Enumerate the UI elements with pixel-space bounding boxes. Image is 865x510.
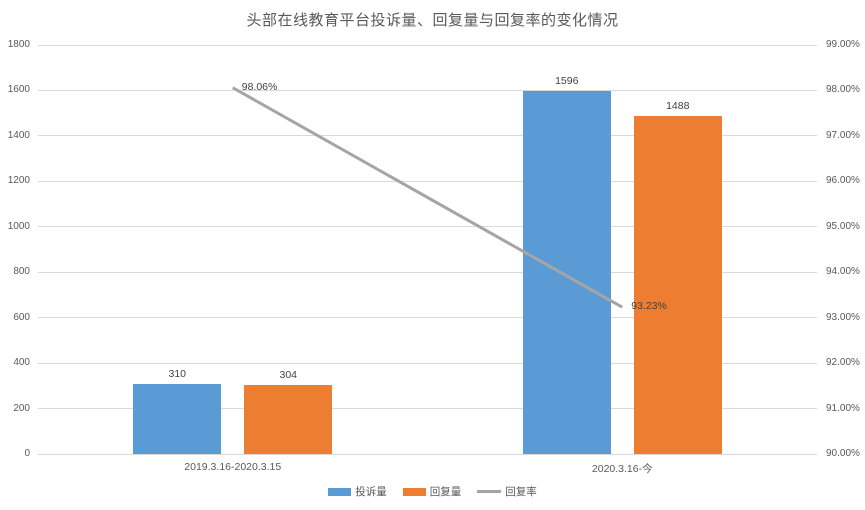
y-axis-tick-left: 200: [13, 402, 30, 414]
gridline: [38, 408, 817, 410]
y-axis-tick-right: 94.00%: [826, 266, 860, 278]
y-axis-tick-left: 600: [13, 311, 30, 323]
y-axis-tick-left: 0: [24, 448, 30, 459]
legend-color-swatch: [328, 487, 352, 496]
gridline: [38, 44, 817, 46]
bar-value-label: 1488: [666, 99, 690, 112]
bar-complaints: [133, 383, 222, 454]
bar-replies: [633, 115, 722, 454]
chart-title: 头部在线教育平台投诉量、回复量与回复率的变化情况: [246, 12, 619, 29]
line-point-label: 93.23%: [631, 300, 667, 313]
y-axis-tick-right: 98.00%: [826, 84, 860, 96]
legend-item: 回复量: [402, 484, 462, 499]
legend-label: 回复量: [429, 486, 462, 498]
legend-label: 回复率: [505, 486, 537, 498]
y-axis-tick-right: 99.00%: [826, 39, 860, 50]
gridline: [38, 89, 817, 91]
bar-replies: [244, 384, 333, 454]
bar-value-label: 310: [168, 367, 187, 380]
bar-complaints: [522, 91, 611, 454]
bar-value-label: 1596: [555, 75, 579, 88]
y-axis-tick-left: 400: [13, 357, 30, 369]
legend-item: 投诉量: [328, 484, 387, 499]
y-axis-tick-right: 97.00%: [826, 129, 860, 141]
y-axis-tick-left: 1200: [7, 175, 30, 187]
bar-value-label: 304: [279, 368, 298, 381]
y-axis-tick-left: 1400: [7, 129, 30, 141]
legend-item: 回复率: [477, 484, 537, 499]
y-axis-tick-left: 1000: [7, 220, 30, 232]
y-axis-tick-right: 92.00%: [826, 357, 860, 369]
y-axis-tick-right: 93.00%: [826, 311, 860, 323]
gridline: [38, 362, 817, 364]
y-axis-tick-left: 1600: [7, 84, 30, 96]
y-axis-tick-right: 95.00%: [826, 220, 860, 232]
y-axis-tick-left: 800: [13, 266, 30, 278]
legend-color-swatch: [402, 487, 426, 496]
x-axis-line: [38, 453, 817, 455]
line-point-label: 98.06%: [241, 80, 278, 93]
gridline: [38, 317, 817, 319]
legend-label: 投诉量: [355, 486, 387, 498]
y-axis-tick-left: 1800: [7, 39, 30, 50]
x-axis-category-label: 2020.3.16-今: [591, 463, 653, 475]
x-axis-category-label: 2019.3.16-2020.3.15: [184, 461, 282, 473]
y-axis-tick-right: 90.00%: [826, 448, 860, 459]
y-axis-tick-right: 96.00%: [826, 175, 860, 187]
chart-legend: 投诉量 回复量 回复率: [0, 484, 865, 499]
y-axis-tick-right: 91.00%: [826, 402, 860, 414]
legend-line-swatch: [477, 490, 502, 493]
